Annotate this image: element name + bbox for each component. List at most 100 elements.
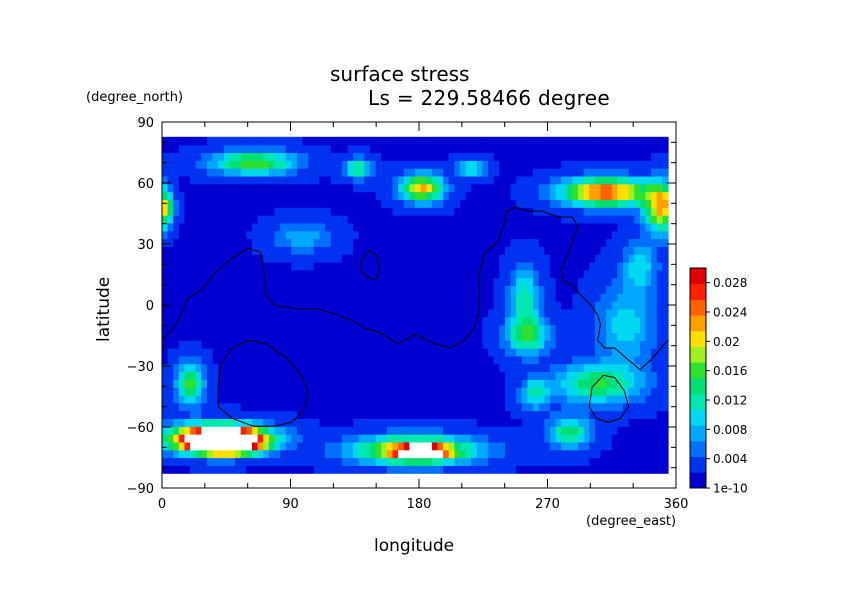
heatmap-cell bbox=[195, 144, 202, 154]
heatmap-cell bbox=[510, 355, 517, 365]
heatmap-cell bbox=[190, 332, 197, 341]
heatmap-cell bbox=[178, 387, 186, 396]
heatmap-cell bbox=[488, 285, 495, 294]
heatmap-cell bbox=[617, 269, 624, 279]
heatmap-cell bbox=[291, 246, 298, 255]
heatmap-cell bbox=[443, 136, 450, 146]
heatmap-cell bbox=[173, 215, 180, 224]
heatmap-cell bbox=[347, 308, 354, 318]
heatmap-cell bbox=[527, 308, 534, 318]
heatmap-cell bbox=[409, 441, 416, 451]
heatmap-cell bbox=[420, 301, 427, 310]
heatmap-cell bbox=[403, 238, 410, 247]
heatmap-cell bbox=[308, 230, 315, 240]
heatmap-cell bbox=[583, 191, 590, 200]
heatmap-cell bbox=[656, 293, 663, 302]
heatmap-cell bbox=[634, 316, 641, 326]
heatmap-cell bbox=[415, 277, 422, 287]
heatmap-cell bbox=[493, 199, 500, 208]
heatmap-cell bbox=[347, 191, 354, 200]
heatmap-cell bbox=[280, 316, 287, 326]
heatmap-cell bbox=[639, 355, 647, 365]
heatmap-cell bbox=[611, 254, 618, 263]
heatmap-cell bbox=[246, 152, 253, 161]
heatmap-cell bbox=[465, 152, 472, 161]
heatmap-cell bbox=[235, 238, 242, 247]
heatmap-cell bbox=[459, 308, 467, 318]
heatmap-cell bbox=[482, 418, 489, 427]
heatmap-cell bbox=[527, 348, 534, 357]
heatmap-cell bbox=[308, 238, 315, 247]
heatmap-cell bbox=[510, 183, 517, 193]
heatmap-cell bbox=[229, 246, 236, 255]
heatmap-cell bbox=[190, 340, 197, 349]
heatmap-cell bbox=[201, 183, 208, 193]
heatmap-cell bbox=[308, 371, 315, 380]
heatmap-cell bbox=[229, 441, 236, 451]
heatmap-cell bbox=[274, 426, 281, 435]
heatmap-cell bbox=[218, 402, 225, 412]
heatmap-cell bbox=[302, 316, 309, 326]
heatmap-cell bbox=[465, 348, 472, 357]
heatmap-cell bbox=[341, 175, 349, 185]
heatmap-cell bbox=[330, 371, 337, 380]
heatmap-cell bbox=[229, 238, 236, 247]
heatmap-cell bbox=[589, 308, 596, 318]
heatmap-cell bbox=[488, 199, 495, 208]
heatmap-cell bbox=[611, 136, 618, 146]
heatmap-cell bbox=[459, 316, 467, 326]
heatmap-cell bbox=[471, 215, 478, 224]
heatmap-cell bbox=[488, 332, 495, 341]
heatmap-cell bbox=[223, 168, 231, 177]
heatmap-cell bbox=[578, 434, 585, 443]
heatmap-cell bbox=[212, 340, 219, 349]
heatmap-cell bbox=[476, 355, 484, 365]
heatmap-cell bbox=[184, 308, 191, 318]
heatmap-cell bbox=[493, 168, 500, 177]
heatmap-cell bbox=[257, 254, 264, 263]
heatmap-cell bbox=[566, 363, 574, 373]
heatmap-cell bbox=[504, 285, 512, 294]
heatmap-cell bbox=[229, 371, 236, 380]
x-axis-unit: (degree_east) bbox=[586, 514, 677, 529]
heatmap-cell bbox=[437, 379, 444, 388]
heatmap-cell bbox=[521, 348, 529, 357]
heatmap-cell bbox=[454, 246, 461, 255]
heatmap-cell bbox=[623, 144, 630, 154]
heatmap-cell bbox=[341, 222, 349, 232]
heatmap-cell bbox=[628, 402, 635, 412]
heatmap-cell bbox=[600, 308, 607, 318]
heatmap-cell bbox=[409, 301, 416, 310]
heatmap-cell bbox=[566, 418, 574, 427]
heatmap-cell bbox=[246, 449, 253, 459]
heatmap-cell bbox=[459, 136, 467, 146]
heatmap-cell bbox=[392, 308, 399, 318]
heatmap-cell bbox=[465, 308, 472, 318]
heatmap-cell bbox=[521, 316, 529, 326]
heatmap-cell bbox=[645, 199, 652, 208]
heatmap-cell bbox=[538, 394, 545, 404]
heatmap-cell bbox=[476, 441, 484, 451]
heatmap-cell bbox=[296, 363, 304, 373]
heatmap-cell bbox=[516, 332, 523, 341]
heatmap-cell bbox=[173, 371, 180, 380]
heatmap-cell bbox=[280, 371, 287, 380]
heatmap-cell bbox=[223, 301, 231, 310]
heatmap-cell bbox=[218, 457, 225, 466]
heatmap-cell bbox=[431, 222, 439, 232]
heatmap-cell bbox=[448, 418, 455, 427]
heatmap-cell bbox=[206, 254, 214, 263]
heatmap-cell bbox=[206, 340, 214, 349]
heatmap-cell bbox=[364, 207, 371, 216]
heatmap-cell bbox=[566, 152, 574, 161]
heatmap-cell bbox=[201, 426, 208, 435]
heatmap-cell bbox=[488, 418, 495, 427]
heatmap-cell bbox=[206, 418, 214, 427]
heatmap-cell bbox=[325, 324, 332, 333]
heatmap-cell bbox=[493, 207, 500, 216]
heatmap-cell bbox=[195, 269, 202, 279]
heatmap-cell bbox=[195, 183, 202, 193]
heatmap-cell bbox=[403, 246, 410, 255]
heatmap-cell bbox=[325, 191, 332, 200]
heatmap-cell bbox=[347, 261, 354, 271]
